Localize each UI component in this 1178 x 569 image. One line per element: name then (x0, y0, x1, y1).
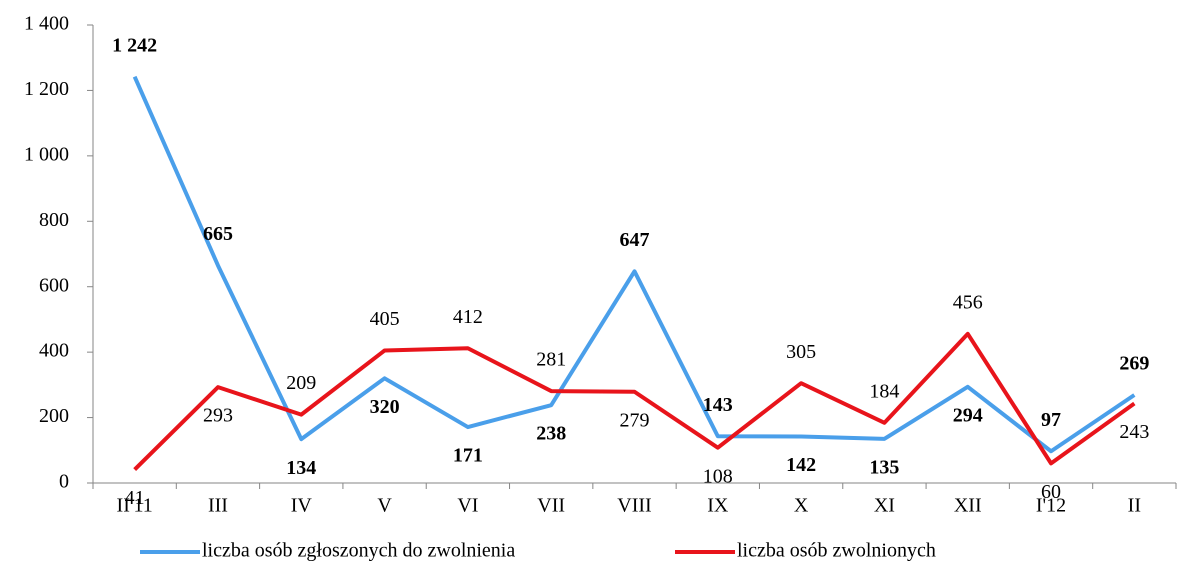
data-label: 135 (869, 456, 899, 478)
data-label: 305 (786, 341, 816, 363)
data-label: 1 242 (112, 34, 157, 56)
data-label: 243 (1119, 421, 1149, 443)
x-tick-label: X (794, 495, 809, 517)
data-label: 184 (869, 380, 899, 402)
x-tick-label: II (1128, 495, 1141, 517)
y-tick-label: 1 000 (24, 143, 69, 165)
data-label: 134 (286, 457, 316, 479)
data-label: 60 (1041, 481, 1061, 503)
data-label: 108 (703, 465, 733, 487)
data-label: 405 (370, 308, 400, 330)
data-label: 171 (453, 445, 483, 467)
x-tick-label: II'11 (117, 495, 153, 517)
data-label: 647 (620, 229, 650, 251)
series-line (133, 331, 1136, 472)
data-label: 143 (703, 394, 733, 416)
data-label: 665 (203, 223, 233, 245)
y-tick-label: 0 (59, 471, 69, 493)
y-tick-label: 600 (39, 274, 69, 296)
y-tick-label: 800 (39, 209, 69, 231)
data-label: 293 (203, 405, 233, 427)
data-label: 281 (536, 349, 566, 371)
data-label: 279 (620, 409, 650, 431)
x-tick-label: VI (457, 495, 478, 517)
x-tick-label: III (208, 495, 228, 517)
data-label: 456 (953, 291, 983, 313)
y-tick-label: 1 200 (24, 78, 69, 100)
data-label: 238 (536, 423, 566, 445)
data-label: 320 (370, 396, 400, 418)
x-tick-label: XII (954, 495, 982, 517)
x-tick-label: IV (291, 495, 313, 517)
series-line (132, 75, 1136, 454)
y-tick-label: 200 (39, 405, 69, 427)
data-label: 269 (1119, 353, 1149, 375)
x-tick-label: I'12 (1036, 495, 1066, 517)
x-tick-label: XI (874, 495, 895, 517)
data-label: 209 (286, 372, 316, 394)
x-tick-label: V (377, 495, 392, 517)
legend-label: liczba osób zwolnionych (737, 540, 936, 562)
legend-label: liczba osób zgłoszonych do zwolnienia (202, 540, 515, 562)
x-tick-label: VIII (617, 495, 651, 517)
data-label: 294 (953, 404, 983, 426)
data-label: 97 (1041, 409, 1061, 431)
data-label: 142 (786, 454, 816, 476)
x-tick-label: VII (537, 495, 565, 517)
y-tick-label: 1 400 (24, 13, 69, 35)
y-tick-label: 400 (39, 340, 69, 362)
data-label: 41 (125, 487, 145, 509)
x-tick-label: IX (707, 495, 729, 517)
data-label: 412 (453, 306, 483, 328)
